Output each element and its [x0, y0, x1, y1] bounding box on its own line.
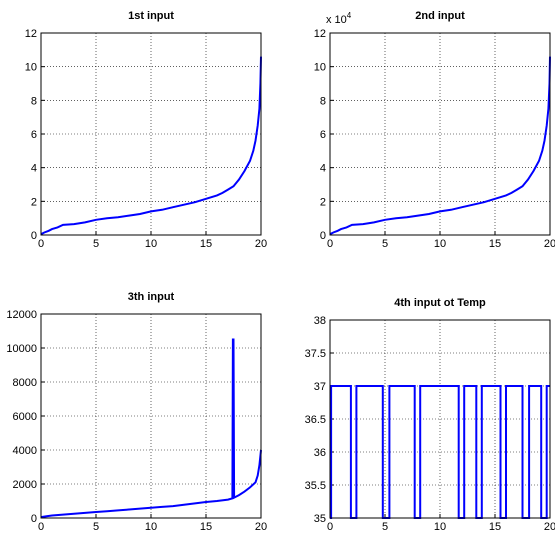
- x-tick-label: 5: [93, 238, 99, 250]
- axis-multiplier-base: x 10: [326, 14, 347, 26]
- y-tick-label: 8000: [13, 377, 37, 389]
- y-tick-label: 37: [314, 381, 326, 393]
- x-tick-label: 10: [434, 521, 446, 533]
- y-tick-label: 35.5: [305, 480, 326, 492]
- y-tick-label: 8: [31, 95, 37, 107]
- y-tick-label: 36: [314, 447, 326, 459]
- x-tick-label: 15: [489, 521, 501, 533]
- series-line-1: [40, 338, 262, 519]
- x-tick-label: 5: [382, 238, 388, 250]
- plot-border: [329, 319, 551, 519]
- x-tick-label: 10: [145, 521, 157, 533]
- y-tick-label: 4000: [13, 445, 37, 457]
- y-tick-label: 37.5: [305, 348, 326, 360]
- x-tick-label: 0: [38, 521, 44, 533]
- y-tick-label: 6000: [13, 411, 37, 423]
- y-tick-label: 6: [31, 129, 37, 141]
- x-tick-label: 0: [327, 521, 333, 533]
- chart-title: 2nd input: [415, 10, 465, 22]
- x-tick-label: 20: [544, 238, 555, 250]
- y-tick-label: 4: [31, 163, 37, 175]
- x-tick-label: 20: [255, 521, 267, 533]
- series-line-1: [330, 385, 550, 519]
- x-tick-label: 5: [382, 521, 388, 533]
- y-tick-label: 10: [314, 62, 326, 74]
- x-tick-label: 0: [38, 238, 44, 250]
- x-tick-label: 10: [434, 238, 446, 250]
- plot-border: [40, 313, 262, 519]
- subplot-1: 0 5 10 15 20 0 2 4 6 8 10 12 1st input: [25, 10, 267, 250]
- subplot-3: 0 5 10 15 20 0 2000 4000 6000 8000 10000 12000 3th i…: [6, 291, 267, 533]
- y-tick-label: 10000: [6, 343, 37, 355]
- y-tick-label: 12: [314, 28, 326, 40]
- x-tick-label: 15: [489, 238, 501, 250]
- y-tick-label: 0: [31, 230, 37, 242]
- y-tick-label: 6: [320, 129, 326, 141]
- plot-border: [329, 32, 551, 236]
- y-tick-label: 10: [25, 62, 37, 74]
- x-tick-label: 10: [145, 238, 157, 250]
- y-tick-label: 12: [25, 28, 37, 40]
- y-tick-label: 36.5: [305, 414, 326, 426]
- y-tick-label: 2: [320, 196, 326, 208]
- subplot-4: 0 5 10 15 20 35 35.5 36 36.5 37 37.5 38 4th input ot…: [305, 297, 555, 533]
- plot-border: [40, 32, 262, 236]
- y-tick-label: 12000: [6, 309, 37, 321]
- x-tick-label: 5: [93, 521, 99, 533]
- chart-title: 1st input: [128, 10, 174, 22]
- chart-title: 3th input: [128, 291, 175, 303]
- y-tick-label: 2: [31, 196, 37, 208]
- series-line-1: [40, 56, 262, 236]
- chart-title: 4th input ot Temp: [394, 297, 486, 309]
- axis-multiplier-exponent: 4: [347, 11, 352, 20]
- y-tick-label: 38: [314, 315, 326, 327]
- series-line-1: [329, 56, 551, 236]
- x-tick-label: 20: [255, 238, 267, 250]
- y-tick-label: 8: [320, 95, 326, 107]
- axis-multiplier: x 104: [326, 11, 352, 26]
- y-tick-label: 4: [320, 163, 326, 175]
- y-tick-label: 35: [314, 513, 326, 525]
- y-tick-label: 0: [320, 230, 326, 242]
- x-tick-label: 15: [200, 521, 212, 533]
- x-tick-label: 15: [200, 238, 212, 250]
- x-tick-label: 0: [327, 238, 333, 250]
- y-tick-label: 0: [31, 513, 37, 525]
- x-tick-label: 20: [544, 521, 555, 533]
- y-tick-label: 2000: [13, 479, 37, 491]
